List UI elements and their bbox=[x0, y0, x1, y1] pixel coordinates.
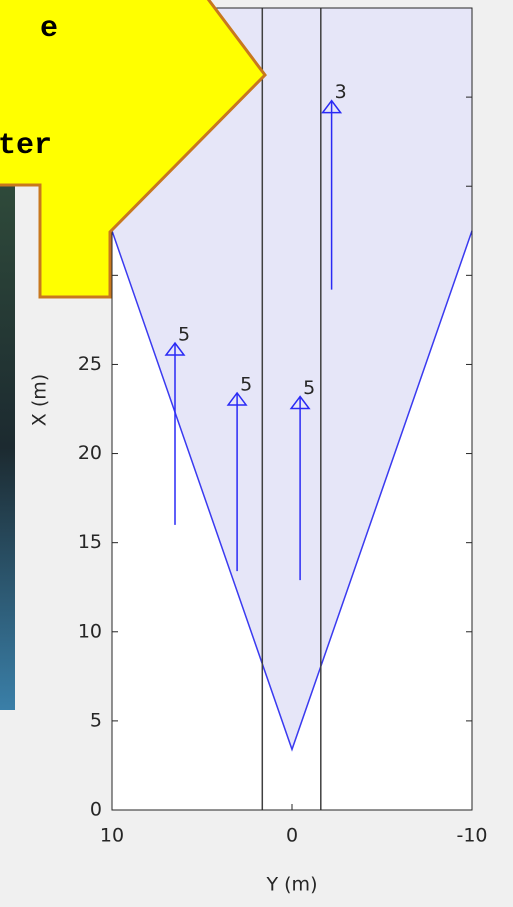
track-label: 5 bbox=[178, 324, 190, 346]
video-frame bbox=[0, 185, 15, 710]
x-tick-label: 0 bbox=[286, 825, 298, 847]
y-tick-label: 20 bbox=[78, 442, 102, 464]
x-tick-label: 10 bbox=[100, 825, 124, 847]
callout-text: ter bbox=[0, 129, 52, 163]
track-label: 5 bbox=[303, 377, 315, 399]
x-tick-label: -10 bbox=[456, 825, 487, 847]
chart: 55530510152025303540100-10 X (m) Y (m) e… bbox=[0, 0, 513, 907]
y-axis-label: X (m) bbox=[29, 374, 51, 426]
y-tick-label: 5 bbox=[90, 709, 102, 731]
y-tick-label: 0 bbox=[90, 799, 102, 821]
track-label: 3 bbox=[335, 81, 347, 103]
y-tick-label: 15 bbox=[78, 531, 102, 553]
y-tick-label: 25 bbox=[78, 353, 102, 375]
track-label: 5 bbox=[240, 373, 252, 395]
x-axis-label: Y (m) bbox=[266, 874, 318, 896]
callout-text: e bbox=[40, 12, 58, 46]
page: 55530510152025303540100-10 X (m) Y (m) e… bbox=[0, 0, 513, 907]
y-tick-label: 10 bbox=[78, 620, 102, 642]
